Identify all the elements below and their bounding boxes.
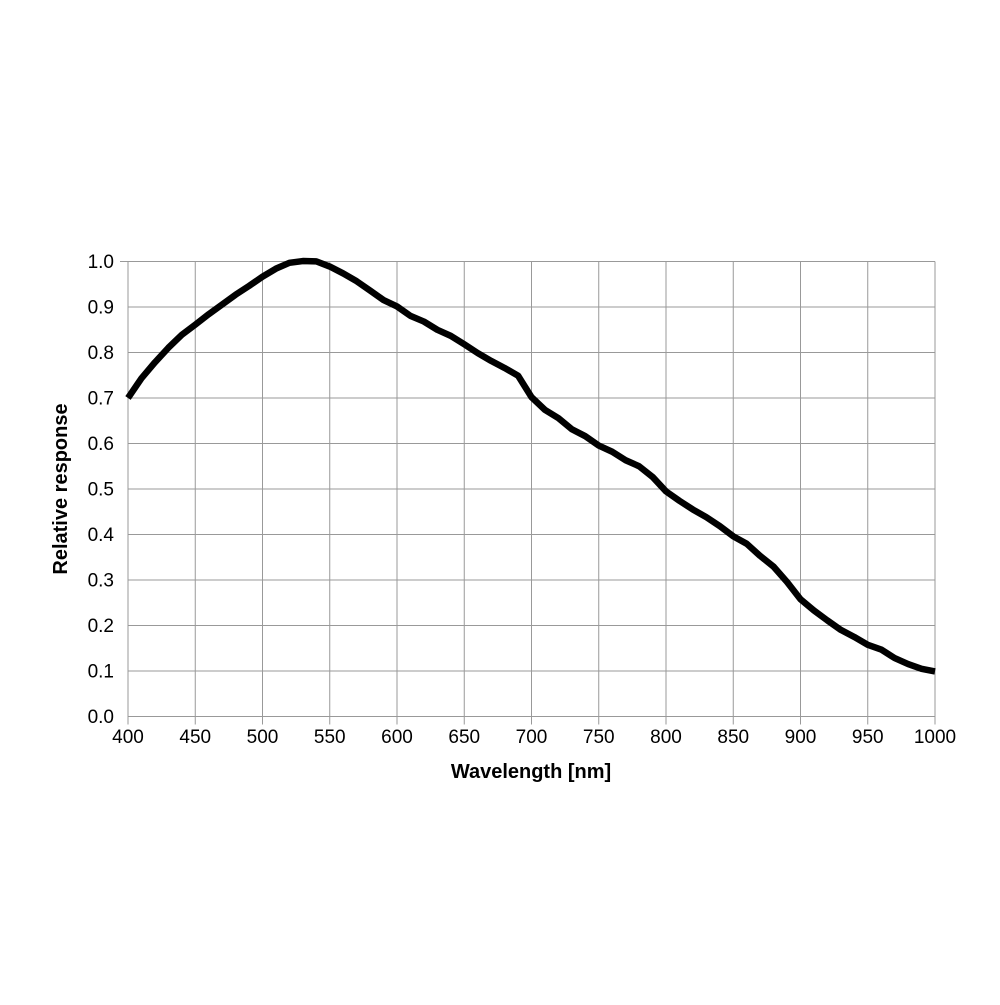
svg-text:Wavelength [nm]: Wavelength [nm]: [451, 761, 611, 783]
svg-text:0.5: 0.5: [88, 480, 114, 501]
svg-text:650: 650: [448, 727, 480, 748]
svg-text:800: 800: [650, 727, 682, 748]
svg-text:0.8: 0.8: [88, 343, 114, 364]
svg-text:850: 850: [717, 727, 749, 748]
svg-text:450: 450: [179, 727, 211, 748]
svg-text:0.6: 0.6: [88, 434, 114, 455]
svg-text:0.2: 0.2: [88, 616, 114, 637]
svg-text:750: 750: [583, 727, 615, 748]
svg-text:950: 950: [852, 727, 884, 748]
svg-text:0.3: 0.3: [88, 571, 114, 592]
svg-text:500: 500: [247, 727, 279, 748]
svg-text:900: 900: [785, 727, 817, 748]
svg-text:1000: 1000: [914, 727, 956, 748]
svg-text:0.1: 0.1: [88, 662, 114, 683]
svg-text:700: 700: [516, 727, 548, 748]
svg-text:600: 600: [381, 727, 413, 748]
svg-text:0.4: 0.4: [88, 525, 115, 546]
svg-text:400: 400: [112, 727, 144, 748]
svg-text:0.7: 0.7: [88, 389, 114, 410]
svg-text:1.0: 1.0: [88, 252, 114, 273]
svg-text:Relative response: Relative response: [50, 403, 72, 574]
svg-text:550: 550: [314, 727, 346, 748]
svg-text:0.0: 0.0: [88, 707, 114, 728]
svg-text:0.9: 0.9: [88, 298, 114, 319]
